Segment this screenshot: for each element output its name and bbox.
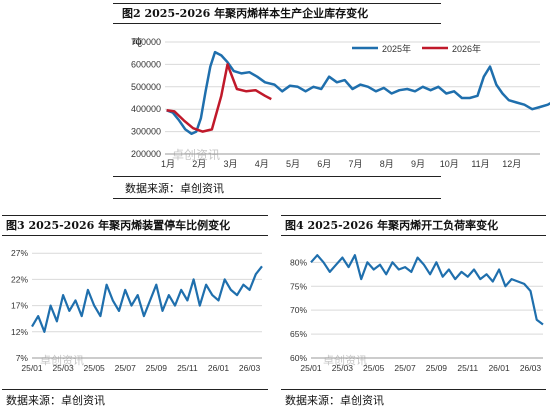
y-tick-label: 400000 [131, 104, 161, 114]
x-tick-label: 10月 [440, 159, 459, 169]
x-tick-label: 25/03 [332, 363, 354, 373]
inventory-chart-title: 图2 2025-2026 年聚丙烯样本生产企业库存变化 [122, 7, 369, 20]
load-rate-chart-title: 图4 2025-2026 年聚丙烯开工负荷率变化 [285, 219, 499, 232]
series-line [166, 63, 272, 133]
x-tick-label: 25/09 [426, 363, 448, 373]
load-rate-panel: 图4 2025-2026 年聚丙烯开工负荷率变化 卓创资讯 60% 65% 70% 7… [279, 212, 550, 409]
title-top-rule [2, 215, 268, 216]
x-tick-label: 8月 [380, 159, 394, 169]
load-rate-source: 数据来源：卓创资讯 [285, 394, 384, 407]
x-tick-label: 6月 [317, 159, 331, 169]
x-tick-label: 12月 [502, 159, 521, 169]
inventory-chart: 吨 卓创资讯 200000 300000 400000 500000 600000 700… [131, 36, 550, 169]
legend-label: 2026年 [452, 43, 481, 54]
load-rate-chart: 卓创资讯 60% 65% 70% 75% 80% 25/01 25/03 25/05 25/07… [290, 254, 544, 373]
shutdown-source: 数据来源：卓创资讯 [6, 394, 105, 407]
x-tick-label: 25/01 [300, 363, 322, 373]
y-tick-label: 200000 [131, 149, 161, 159]
watermark: 卓创资讯 [40, 354, 84, 367]
y-tick-label: 65% [290, 329, 307, 339]
x-tick-label: 25/11 [177, 363, 198, 373]
x-tick-label: 25/07 [394, 363, 416, 373]
x-tick-label: 26/01 [208, 363, 230, 373]
title-bottom-rule [113, 23, 441, 24]
x-tick-label: 1月 [161, 159, 175, 169]
source-top-rule [2, 389, 268, 390]
watermark: 卓创资讯 [323, 354, 367, 367]
y-tick-label: 600000 [131, 59, 161, 69]
x-tick-label: 4月 [255, 159, 269, 169]
y-tick-label: 75% [290, 281, 307, 291]
shutdown-panel: 图3 2025-2026 年聚丙烯装置停车比例变化 卓创资讯 7% 12% 17% 2… [0, 212, 270, 409]
x-tick-label: 25/05 [363, 363, 385, 373]
y-tick-label: 22% [11, 274, 28, 284]
x-tick-label: 25/09 [146, 363, 168, 373]
x-tick-label: 25/11 [457, 363, 478, 373]
shutdown-chart-title: 图3 2025-2026 年聚丙烯装置停车比例变化 [6, 219, 231, 232]
x-tick-label: 25/07 [115, 363, 137, 373]
y-tick-label: 300000 [131, 127, 161, 137]
y-tick-label: 27% [11, 248, 28, 258]
series-line [166, 50, 550, 136]
inventory-panel: 图2 2025-2026 年聚丙烯样本生产企业库存变化 吨 卓创资讯 20000… [113, 3, 550, 199]
x-tick-label: 26/03 [520, 363, 542, 373]
series-line [310, 254, 544, 326]
x-tick-label: 26/03 [239, 363, 261, 373]
legend-label: 2025年 [382, 43, 411, 54]
watermark: 卓创资讯 [172, 148, 220, 162]
source-top-rule [281, 389, 546, 390]
x-tick-label: 9月 [411, 159, 425, 169]
x-tick-label: 11月 [471, 159, 489, 169]
y-tick-label: 500000 [131, 82, 161, 92]
inventory-source: 数据来源：卓创资讯 [125, 182, 224, 195]
x-tick-label: 25/03 [52, 363, 74, 373]
x-tick-label: 26/01 [488, 363, 510, 373]
inventory-unit-label: 吨 [132, 36, 142, 49]
source-top-rule [113, 176, 441, 177]
y-tick-label: 7% [16, 353, 29, 363]
title-top-rule [113, 3, 441, 4]
y-tick-label: 12% [11, 327, 28, 337]
x-tick-label: 25/05 [84, 363, 106, 373]
series-line [31, 265, 263, 333]
x-tick-label: 7月 [348, 159, 362, 169]
y-tick-label: 17% [11, 301, 28, 311]
shutdown-chart: 卓创资讯 7% 12% 17% 22% 27% 25/01 25/03 25/05 25/07 2… [11, 248, 263, 373]
y-tick-label: 80% [290, 257, 307, 267]
source-bottom-rule [113, 198, 441, 199]
y-tick-label: 70% [290, 305, 307, 315]
title-bottom-rule [2, 235, 268, 236]
x-tick-label: 5月 [286, 159, 300, 169]
y-tick-label: 60% [290, 353, 307, 363]
x-tick-label: 2月 [192, 159, 206, 169]
x-tick-label: 3月 [223, 159, 237, 169]
title-bottom-rule [281, 235, 546, 236]
x-tick-label: 25/01 [21, 363, 43, 373]
y-tick-label: 700000 [131, 37, 161, 47]
title-top-rule [281, 215, 546, 216]
